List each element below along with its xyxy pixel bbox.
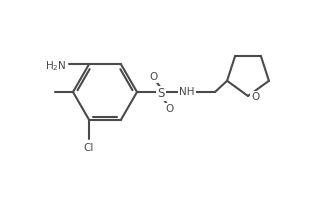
Text: H$_2$N: H$_2$N <box>45 59 67 73</box>
Text: O: O <box>251 92 259 102</box>
Text: O: O <box>165 104 173 114</box>
Text: O: O <box>149 72 157 82</box>
Text: NH: NH <box>179 87 195 97</box>
Text: Cl: Cl <box>84 143 94 153</box>
Text: S: S <box>157 87 165 100</box>
